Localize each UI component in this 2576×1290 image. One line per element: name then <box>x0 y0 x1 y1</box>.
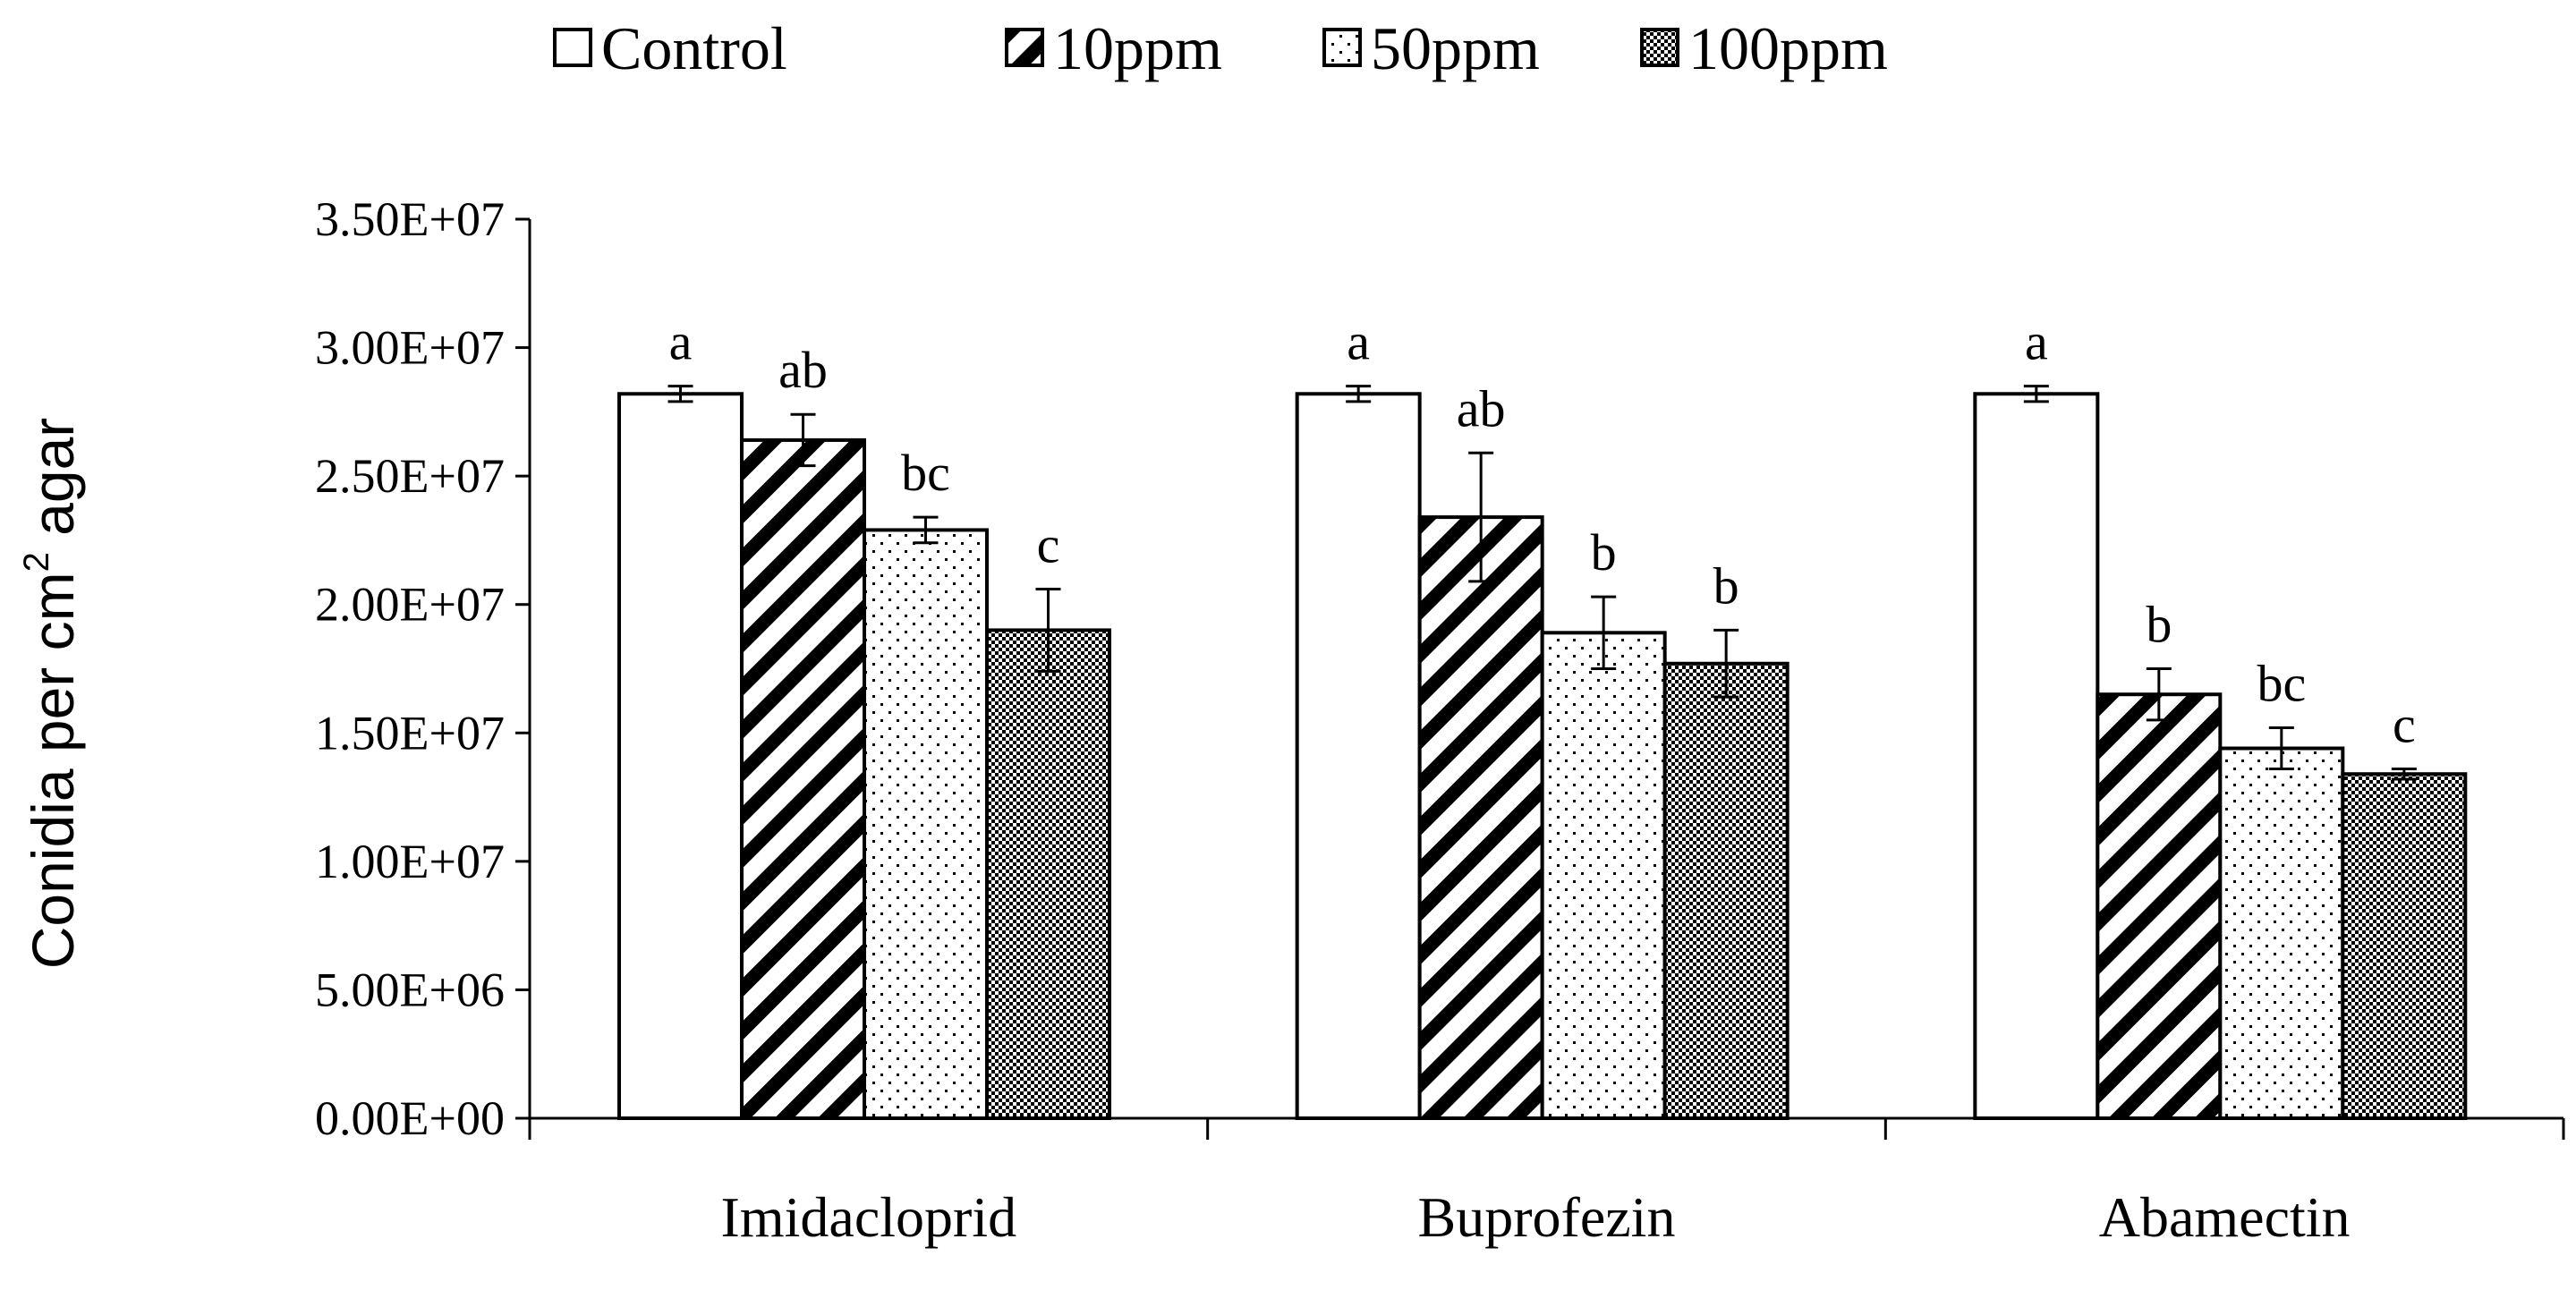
significance-label: a <box>669 313 693 371</box>
significance-label: bc <box>901 444 950 502</box>
legend-swatch <box>553 28 592 67</box>
significance-label: ab <box>778 341 828 399</box>
y-tick-label: 3.00E+07 <box>315 321 505 375</box>
y-tick-label: 0.00E+00 <box>315 1091 505 1145</box>
y-axis-title-main: Conidia per cm <box>20 572 86 969</box>
y-tick-label: 2.50E+07 <box>315 449 505 503</box>
legend-label: 100ppm <box>1688 14 1888 82</box>
y-axis: 0.00E+00 5.00E+06 1.00E+07 1.50E+07 2.00E+07… <box>315 192 531 1145</box>
significance-label: a <box>1347 313 1370 371</box>
x-category-label: Abamectin <box>2099 1185 2351 1249</box>
y-tick-label: 5.00E+06 <box>315 963 505 1016</box>
bar <box>1417 515 1544 1120</box>
legend-swatch <box>1322 28 1362 67</box>
y-tick-label: 1.50E+07 <box>315 706 505 760</box>
legend-swatch <box>1640 28 1679 67</box>
legend-label: Control <box>601 14 787 82</box>
significance-label: ab <box>1457 379 1506 437</box>
legend-label: 50ppm <box>1371 14 1540 82</box>
significance-label: c <box>2393 695 2416 753</box>
y-axis-title-superscript: 2 <box>17 552 56 572</box>
legend-label: 10ppm <box>1053 14 1222 82</box>
x-axis: Imidacloprid Buprofezin Abamectin <box>528 1116 2565 1249</box>
bar <box>617 392 744 1120</box>
y-axis-title-suffix: agar <box>20 418 86 552</box>
bar <box>2096 692 2223 1120</box>
y-tick-label: 3.50E+07 <box>315 192 505 246</box>
bar <box>2341 772 2468 1120</box>
y-axis-title: Conidia per cm2 agar <box>17 418 86 970</box>
significance-label: b <box>1591 523 1617 581</box>
bar <box>863 528 989 1120</box>
x-category-label: Buprofezin <box>1418 1185 1676 1249</box>
bar <box>1973 392 2100 1120</box>
bar <box>2218 746 2345 1120</box>
bar <box>1540 631 1667 1120</box>
significance-label: bc <box>2257 655 2306 713</box>
y-tick-label: 1.00E+07 <box>315 835 505 888</box>
legend: Control 10ppm 50ppm 100ppm <box>553 14 1888 82</box>
significance-label: a <box>2025 313 2048 371</box>
bar <box>1662 661 1790 1120</box>
bar <box>1295 392 1422 1120</box>
significance-label: c <box>1037 515 1060 573</box>
bar <box>985 628 1111 1120</box>
significance-label: b <box>1713 556 1739 615</box>
x-category-label: Imidacloprid <box>721 1185 1017 1249</box>
y-tick-label: 2.00E+07 <box>315 578 505 632</box>
significance-label: b <box>2146 596 2172 654</box>
legend-swatch <box>1005 28 1044 67</box>
bar <box>740 437 866 1120</box>
